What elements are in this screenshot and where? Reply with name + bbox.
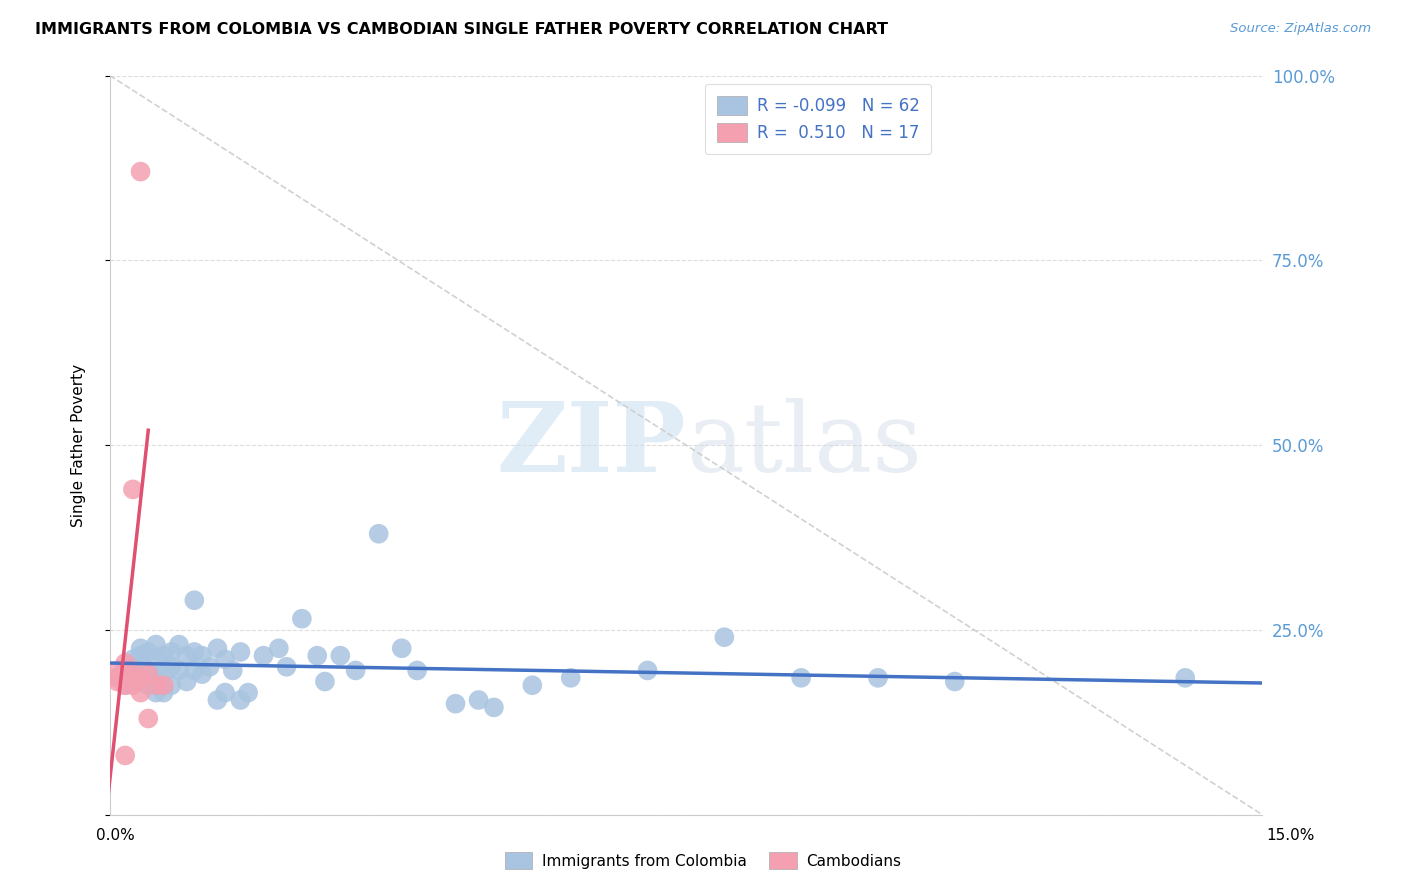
Point [114, 667, 136, 681]
Text: Source: ZipAtlas.com: Source: ZipAtlas.com [1230, 22, 1371, 36]
Legend: R = -0.099   N = 62, R =  0.510   N = 17: R = -0.099 N = 62, R = 0.510 N = 17 [704, 84, 931, 154]
Point [152, 667, 174, 681]
Point [114, 664, 136, 678]
Point [191, 648, 214, 663]
Point [145, 638, 167, 652]
Legend: Immigrants from Colombia, Cambodians: Immigrants from Colombia, Cambodians [499, 846, 907, 875]
Point [160, 645, 183, 659]
Point [122, 678, 145, 692]
Point [122, 483, 145, 497]
Point [114, 678, 136, 692]
Point [145, 678, 167, 692]
Point [145, 685, 167, 699]
Point [107, 674, 129, 689]
Point [152, 678, 174, 692]
Point [943, 674, 966, 689]
Point [160, 659, 183, 673]
Point [866, 671, 889, 685]
Point [482, 700, 505, 714]
Point [107, 671, 129, 685]
Point [267, 641, 290, 656]
Point [167, 638, 190, 652]
Point [444, 697, 467, 711]
Point [198, 659, 221, 673]
Point [152, 648, 174, 663]
Point [207, 641, 229, 656]
Point [136, 667, 159, 681]
Text: 0.0%: 0.0% [96, 828, 135, 843]
Point [136, 645, 159, 659]
Point [183, 664, 205, 678]
Point [136, 711, 159, 725]
Y-axis label: Single Father Poverty: Single Father Poverty [72, 363, 86, 526]
Text: 15.0%: 15.0% [1267, 828, 1315, 843]
Point [560, 671, 582, 685]
Point [222, 664, 245, 678]
Point [183, 645, 205, 659]
Point [214, 652, 236, 666]
Point [176, 674, 198, 689]
Point [122, 667, 145, 681]
Point [145, 671, 167, 685]
Point [276, 659, 298, 673]
Point [236, 685, 259, 699]
Point [229, 693, 252, 707]
Point [122, 652, 145, 666]
Point [391, 641, 413, 656]
Point [122, 659, 145, 673]
Point [307, 648, 329, 663]
Point [129, 641, 152, 656]
Text: IMMIGRANTS FROM COLOMBIA VS CAMBODIAN SINGLE FATHER POVERTY CORRELATION CHART: IMMIGRANTS FROM COLOMBIA VS CAMBODIAN SI… [35, 22, 889, 37]
Point [114, 678, 136, 692]
Point [291, 612, 314, 626]
Point [107, 671, 129, 685]
Point [114, 748, 136, 763]
Point [467, 693, 489, 707]
Point [1174, 671, 1197, 685]
Point [136, 678, 159, 692]
Point [406, 664, 429, 678]
Point [129, 648, 152, 663]
Point [176, 648, 198, 663]
Point [229, 645, 252, 659]
Point [114, 656, 136, 670]
Point [367, 526, 389, 541]
Point [191, 667, 214, 681]
Point [183, 593, 205, 607]
Point [129, 164, 152, 178]
Point [167, 664, 190, 678]
Text: atlas: atlas [686, 398, 922, 492]
Point [160, 678, 183, 692]
Point [329, 648, 352, 663]
Point [129, 674, 152, 689]
Point [122, 664, 145, 678]
Point [314, 674, 336, 689]
Point [145, 652, 167, 666]
Point [344, 664, 367, 678]
Point [522, 678, 544, 692]
Point [214, 685, 236, 699]
Point [790, 671, 813, 685]
Point [129, 671, 152, 685]
Point [129, 685, 152, 699]
Point [637, 664, 659, 678]
Text: ZIP: ZIP [496, 398, 686, 492]
Point [136, 664, 159, 678]
Point [207, 693, 229, 707]
Point [107, 664, 129, 678]
Point [152, 685, 174, 699]
Point [713, 630, 735, 644]
Point [252, 648, 274, 663]
